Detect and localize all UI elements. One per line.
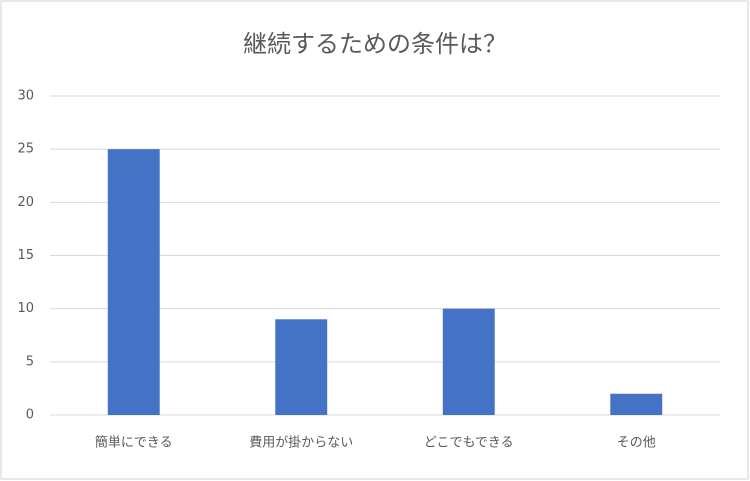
x-tick-label: 簡単にできる xyxy=(95,435,173,451)
bar xyxy=(610,393,663,415)
bar xyxy=(275,319,328,415)
y-tick-label: 15 xyxy=(17,248,34,263)
y-tick-label: 30 xyxy=(17,89,34,104)
y-tick-label: 25 xyxy=(17,142,34,157)
y-tick-label: 20 xyxy=(17,195,34,210)
x-tick-label: 費用が掛からない xyxy=(249,436,353,451)
bar xyxy=(442,308,495,415)
y-tick-label: 5 xyxy=(26,354,34,369)
x-tick-label: どこでもできる xyxy=(424,436,514,451)
chart-title: 継続するための条件は？ xyxy=(243,30,507,58)
bar xyxy=(107,149,160,415)
y-tick-label: 10 xyxy=(17,301,34,316)
y-tick-label: 0 xyxy=(26,408,34,423)
x-tick-label: その他 xyxy=(617,436,656,451)
